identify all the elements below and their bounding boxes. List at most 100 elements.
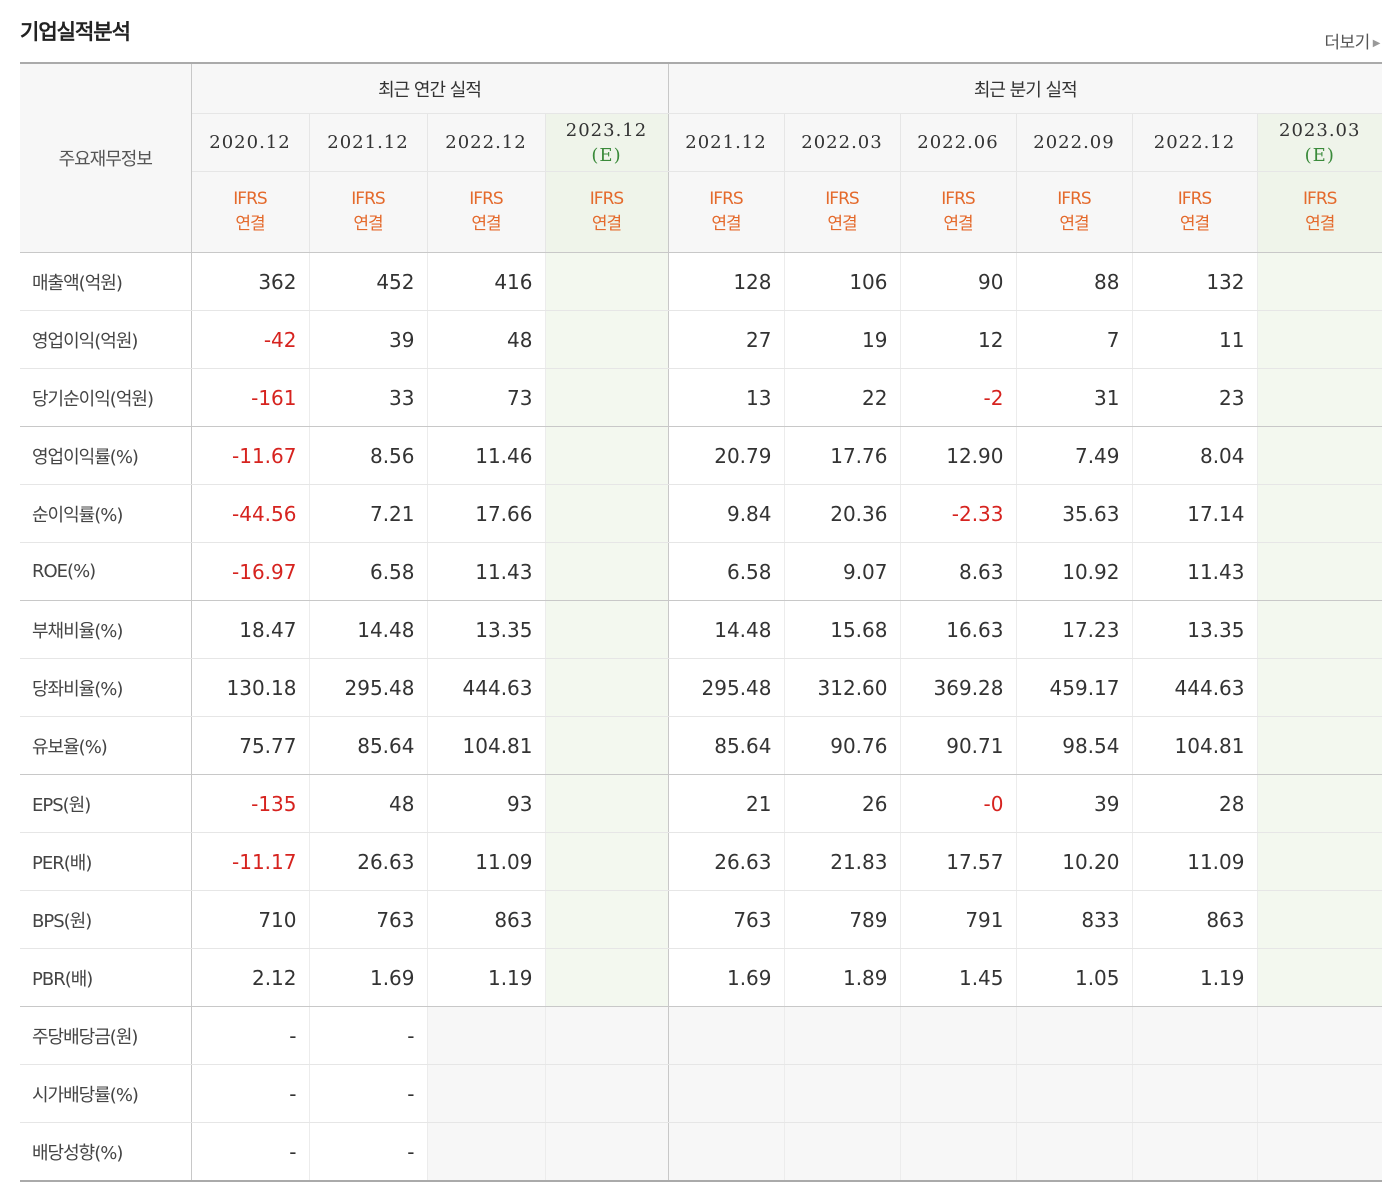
table-row: PER(배) -11.17 26.63 11.09 26.63 21.83 17.57 10.… (20, 832, 1382, 891)
table-cell: 17.14 (1131, 484, 1257, 543)
table-cell (544, 252, 669, 311)
table-cell (1015, 1122, 1132, 1182)
table-cell: 35.63 (1015, 484, 1132, 543)
table-cell (1131, 1064, 1257, 1123)
table-cell: 7.21 (308, 484, 427, 543)
table-cell (1256, 890, 1382, 949)
table-cell: - (190, 1122, 309, 1182)
table-cell (544, 310, 669, 369)
section-title: 기업실적분석 (20, 20, 131, 44)
table-cell: 104.81 (1131, 716, 1257, 775)
period-date-text: 2022.12 (445, 132, 527, 153)
table-cell (1256, 1122, 1382, 1182)
table-cell: - (308, 1064, 427, 1123)
table-cell: -42 (190, 310, 309, 369)
table-cell (1256, 600, 1382, 659)
table-cell: 444.63 (426, 658, 545, 717)
row-label: 영업이익(억원) (20, 310, 192, 369)
table-row: 매출액(억원) 362 452 416 128 106 90 88 132 (20, 252, 1382, 311)
table-cell: 128 (667, 252, 784, 311)
period-date: 2021.12 (308, 113, 427, 172)
table-cell: - (308, 1006, 427, 1065)
table-cell: 791 (899, 890, 1016, 949)
table-cell: 31 (1015, 368, 1132, 427)
table-cell: 1.19 (426, 948, 545, 1007)
table-cell (1256, 252, 1382, 311)
period-date: 2023.12 (E) (544, 113, 669, 172)
table-cell: 295.48 (308, 658, 427, 717)
header-label: 주요재무정보 (20, 62, 192, 253)
row-label: 시가배당률(%) (20, 1064, 192, 1123)
table-cell (544, 484, 669, 543)
table-cell: 863 (426, 890, 545, 949)
period-date-text: 2020.12 (209, 132, 291, 153)
more-link[interactable]: 더보기 ▶ (1324, 28, 1380, 53)
period-date: 2021.12 (667, 113, 784, 172)
table-cell: -161 (190, 368, 309, 427)
table-cell: 90 (899, 252, 1016, 311)
table-cell: 20.36 (783, 484, 900, 543)
table-row: PBR(배) 2.12 1.69 1.19 1.69 1.89 1.45 1.05 1.19 (20, 948, 1382, 1007)
period-date: 2022.06 (899, 113, 1016, 172)
period-date-text: 2022.06 (917, 132, 999, 153)
table-cell: 11.46 (426, 426, 545, 485)
table-cell: 13.35 (426, 600, 545, 659)
table-cell (1015, 1006, 1132, 1065)
table-cell (1256, 716, 1382, 775)
table-cell (544, 832, 669, 891)
table-cell (544, 1064, 669, 1123)
table-row: 당기순이익(억원) -161 33 73 13 22 -2 31 23 (20, 368, 1382, 427)
table-cell: 312.60 (783, 658, 900, 717)
table-cell (667, 1064, 784, 1123)
table-cell: 26 (783, 774, 900, 833)
table-cell: 33 (308, 368, 427, 427)
row-label: PER(배) (20, 832, 192, 891)
table-cell: 17.23 (1015, 600, 1132, 659)
table-cell: 14.48 (667, 600, 784, 659)
table-cell (544, 542, 669, 601)
period-date: 2023.03 (E) (1256, 113, 1382, 172)
table-cell (1256, 310, 1382, 369)
table-cell: -2 (899, 368, 1016, 427)
row-label: PBR(배) (20, 948, 192, 1007)
table-cell (544, 948, 669, 1007)
financial-table: 주요재무정보 최근 연간 실적 최근 분기 실적 2020.12 2021.12 2… (20, 62, 1382, 1182)
accounting-basis: IFRS 연결 (899, 171, 1016, 253)
row-label: 배당성향(%) (20, 1122, 192, 1182)
table-cell (544, 890, 669, 949)
table-cell: 85.64 (308, 716, 427, 775)
table-cell (667, 1006, 784, 1065)
table-cell (544, 774, 669, 833)
estimate-marker: (E) (1304, 144, 1335, 166)
row-label: 순이익률(%) (20, 484, 192, 543)
table-cell: 48 (308, 774, 427, 833)
table-cell: 416 (426, 252, 545, 311)
table-cell: 8.04 (1131, 426, 1257, 485)
table-row: 부채비율(%) 18.47 14.48 13.35 14.48 15.68 16.63 17.… (20, 600, 1382, 659)
table-cell: 88 (1015, 252, 1132, 311)
table-cell: 9.84 (667, 484, 784, 543)
row-label: 매출액(억원) (20, 252, 192, 311)
table-cell (1256, 774, 1382, 833)
accounting-basis: IFRS 연결 (667, 171, 784, 253)
table-cell: - (190, 1006, 309, 1065)
table-cell: 833 (1015, 890, 1132, 949)
table-cell: 10.20 (1015, 832, 1132, 891)
table-cell: 23 (1131, 368, 1257, 427)
table-row: 배당성향(%) - - (20, 1122, 1382, 1182)
table-cell: 11.43 (426, 542, 545, 601)
table-cell: 90.71 (899, 716, 1016, 775)
table-cell (783, 1006, 900, 1065)
table-cell: 27 (667, 310, 784, 369)
period-date: 2022.12 (426, 113, 545, 172)
table-cell (544, 1122, 669, 1182)
table-row: 순이익률(%) -44.56 7.21 17.66 9.84 20.36 -2.33 35.6… (20, 484, 1382, 543)
more-label: 더보기 (1324, 33, 1370, 53)
table-cell: 98.54 (1015, 716, 1132, 775)
table-row: 시가배당률(%) - - (20, 1064, 1382, 1123)
accounting-basis: IFRS 연결 (1256, 171, 1382, 253)
period-date-text: 2023.03 (1279, 119, 1361, 141)
table-cell: 295.48 (667, 658, 784, 717)
accounting-basis: IFRS 연결 (544, 171, 669, 253)
row-label: ROE(%) (20, 542, 192, 601)
